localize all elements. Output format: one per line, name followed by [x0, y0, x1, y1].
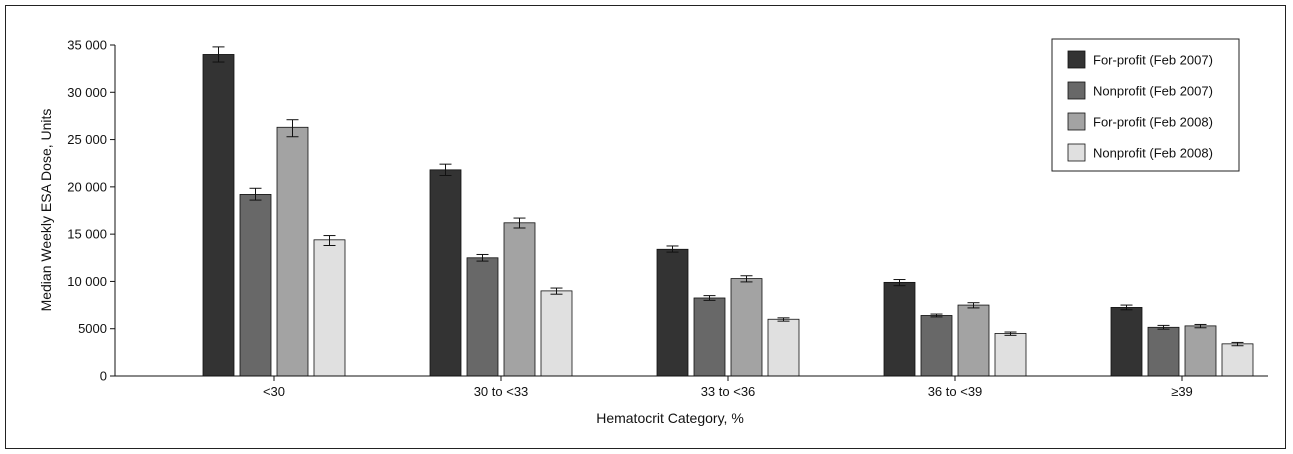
- bar: [540, 290, 573, 377]
- y-tick-label: 30 000: [67, 85, 107, 100]
- y-tick-label: 0: [100, 369, 107, 384]
- legend-label: Nonprofit (Feb 2007): [1093, 84, 1213, 99]
- legend-label: Nonprofit (Feb 2008): [1093, 146, 1213, 161]
- bar: [1147, 326, 1180, 377]
- bar: [503, 222, 536, 377]
- y-tick-label: 15 000: [67, 227, 107, 242]
- x-axis-label: Hematocrit Category, %: [596, 410, 744, 426]
- x-tick-label: 30 to <33: [474, 384, 529, 399]
- bar: [693, 297, 726, 377]
- bar: [730, 278, 763, 377]
- bar: [920, 315, 953, 377]
- bar: [767, 318, 800, 377]
- bar: [429, 169, 462, 377]
- bar: [994, 333, 1027, 377]
- legend-swatch: [1067, 50, 1086, 69]
- bars-group: [202, 46, 1254, 377]
- bar: [1110, 307, 1143, 377]
- bar: [883, 281, 916, 377]
- bar: [466, 257, 499, 377]
- chart-frame: [5, 5, 1286, 449]
- x-tick-label: 33 to <36: [701, 384, 756, 399]
- y-axis-ticks: 0 5000 10 000 15 000 20 000 25 000 30 000 35 00…: [67, 38, 115, 384]
- legend-label: For-profit (Feb 2008): [1093, 115, 1213, 130]
- bar: [239, 194, 272, 377]
- bar: [656, 248, 689, 377]
- y-axis-label: Median Weekly ESA Dose, Units: [38, 109, 54, 312]
- legend: For-profit (Feb 2007) Nonprofit (Feb 2007…: [1051, 38, 1240, 172]
- y-tick-label: 10 000: [67, 274, 107, 289]
- bar: [276, 126, 309, 377]
- legend-swatch: [1067, 112, 1086, 131]
- legend-label: For-profit (Feb 2007): [1093, 53, 1213, 68]
- y-tick-label: 35 000: [67, 38, 107, 53]
- bar: [202, 54, 235, 377]
- y-tick-label: 20 000: [67, 179, 107, 194]
- legend-swatch: [1067, 81, 1086, 100]
- x-axis-ticks: <30 30 to <33 33 to <36 36 to <39 ≥39: [263, 376, 1193, 399]
- y-tick-label: 25 000: [67, 132, 107, 147]
- x-tick-label: ≥39: [1171, 384, 1193, 399]
- x-tick-label: 36 to <39: [928, 384, 983, 399]
- legend-swatch: [1067, 143, 1086, 162]
- x-tick-label: <30: [263, 384, 285, 399]
- y-tick-label: 5000: [78, 321, 107, 336]
- bar: [1184, 325, 1217, 377]
- bar: [1221, 343, 1254, 377]
- bar: [957, 304, 990, 377]
- bar: [313, 239, 346, 377]
